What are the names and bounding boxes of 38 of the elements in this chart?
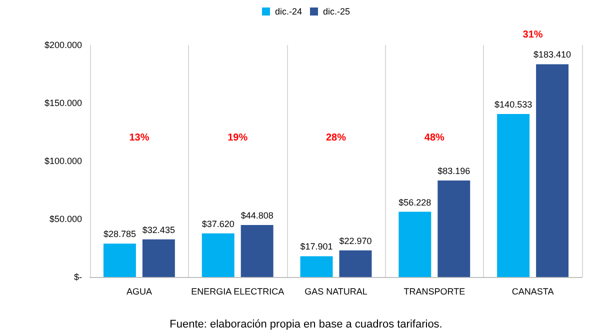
x-tick-label: CANASTA [512,286,554,296]
data-label: $83.196 [438,166,470,176]
source-note: Fuente: elaboración propia en base a cuadros tarifarios. [170,318,442,330]
data-label: $17.901 [300,242,333,252]
bar [438,180,470,277]
bar [202,233,234,277]
y-tick-label: $100.000 [44,156,82,166]
x-tick-label: ENERGIA ELECTRICA [191,286,284,296]
bar [240,225,274,277]
legend-label: dic.-25 [323,6,350,16]
x-tick-label: GAS NATURAL [304,286,368,296]
bar [398,212,432,277]
text: 31% [522,30,543,40]
data-label: $183.410 [534,50,572,60]
bar [339,250,372,277]
y-tick-label: $- [74,272,82,282]
bar [300,256,333,277]
data-label: $37.620 [202,218,234,229]
annotation: 13% [129,132,150,144]
x-tick-label: TRANSPORTE [404,286,466,296]
data-label: $44.808 [240,210,274,221]
y-tick-label: $150.000 [44,98,82,108]
legend-label: dic.-24 [274,6,302,16]
bar [536,64,569,277]
data-label: $56.228 [398,197,432,208]
annotation: 19% [228,132,248,144]
x-tick-label: AGUA [126,286,152,296]
data-label: $140.533 [494,99,532,110]
y-tick-label: $50.000 [49,214,82,224]
bar [142,239,175,277]
data-label: $22.970 [339,236,372,246]
bar [103,244,136,277]
data-label: $28.785 [103,229,136,240]
data-label: $32.435 [142,224,175,235]
annotation: 48% [424,132,445,144]
bar [497,114,530,277]
y-tick-label: $200.000 [44,40,82,50]
annotation: 28% [326,132,346,144]
